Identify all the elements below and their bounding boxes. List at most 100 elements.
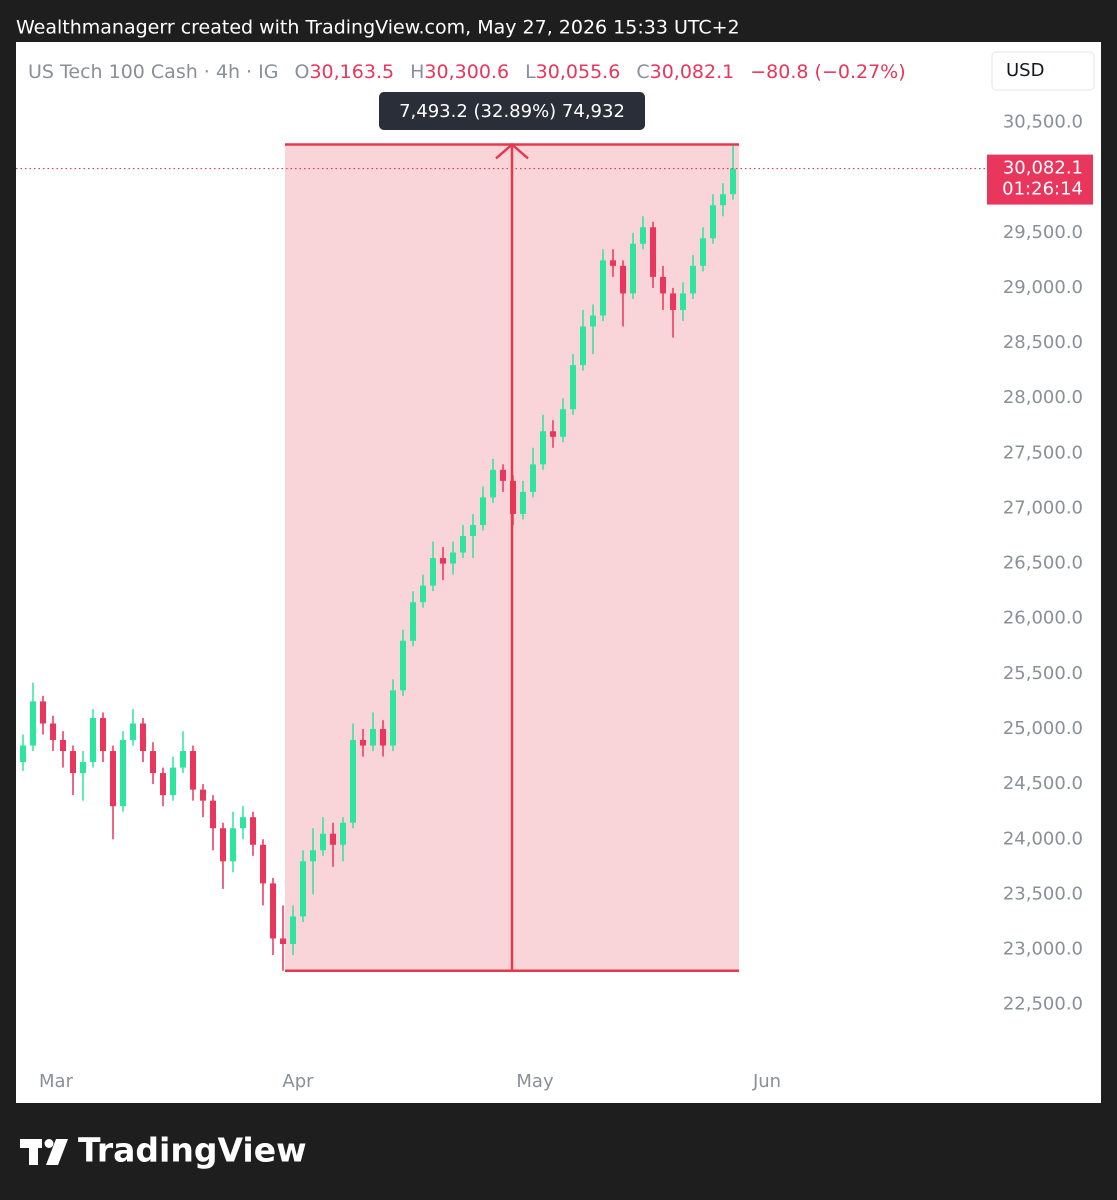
- candle-body: [70, 751, 76, 774]
- candle-body: [310, 850, 316, 862]
- candle-body: [250, 817, 256, 845]
- candle-body: [490, 469, 496, 498]
- logo: [20, 1139, 68, 1165]
- candle-body: [610, 260, 616, 266]
- candle-body: [200, 789, 206, 801]
- credit: Wealthmanagerr created with TradingView.…: [16, 17, 740, 39]
- last-price-box: [987, 154, 1093, 205]
- legend-value: 30,163.5: [309, 61, 394, 83]
- candle-body: [110, 751, 116, 807]
- countdown: 01:26:14: [1002, 179, 1083, 200]
- candle-body: [190, 751, 196, 790]
- candle-body: [530, 464, 536, 492]
- candle-body: [430, 558, 436, 586]
- candle-body: [660, 276, 666, 294]
- candle-body: [290, 916, 296, 945]
- candle-body: [120, 740, 126, 807]
- currency-button[interactable]: [991, 51, 1095, 91]
- candle-body: [30, 701, 36, 746]
- y-tick-label: 30,500.0: [1003, 111, 1083, 132]
- legend-value: 30,055.6: [536, 61, 621, 83]
- chart-title: US Tech 100 Cash · 4h · IG: [28, 61, 278, 83]
- candle-body: [270, 883, 276, 939]
- legend-key: L: [525, 61, 536, 83]
- y-tick-label: 29,000.0: [1003, 277, 1083, 298]
- candle-body: [650, 227, 656, 277]
- candle-body: [570, 365, 576, 410]
- candle-body: [700, 238, 706, 266]
- candle-body: [130, 723, 136, 741]
- candle-body: [50, 723, 56, 741]
- candle-body: [90, 717, 96, 763]
- candle-body: [260, 844, 266, 884]
- measure-label-box: [379, 92, 645, 130]
- candle-body: [240, 817, 246, 829]
- candle-body: [280, 938, 286, 945]
- candle-body: [690, 265, 696, 294]
- brand: TradingView: [78, 1131, 307, 1170]
- legend-key: H: [410, 61, 424, 83]
- candle-body: [330, 833, 336, 845]
- candle-body: [80, 762, 86, 774]
- candle-body: [680, 293, 686, 310]
- y-tick-label: 23,500.0: [1003, 883, 1083, 904]
- candle-body: [620, 265, 626, 294]
- candle-body: [540, 431, 546, 465]
- legend-value: 30,082.1: [650, 61, 735, 83]
- x-tick-label: Jun: [752, 1071, 781, 1092]
- candle-body: [500, 469, 506, 481]
- x-tick-label: Apr: [282, 1071, 314, 1092]
- candle-body: [180, 751, 186, 768]
- y-tick-label: 28,000.0: [1003, 387, 1083, 408]
- y-tick-label: 25,500.0: [1003, 663, 1083, 684]
- legend-key: C: [636, 61, 649, 83]
- legend-value: 30,300.6: [424, 61, 509, 83]
- x-tick-label: May: [516, 1071, 554, 1092]
- candle-body: [640, 227, 646, 244]
- candle-body: [60, 740, 66, 752]
- candle-body: [420, 585, 426, 603]
- candle-body: [300, 861, 306, 917]
- candle-body: [140, 723, 146, 752]
- chart-panel: [16, 42, 1101, 1103]
- candle-body: [210, 800, 216, 829]
- arrow-head: [495, 142, 529, 160]
- y-tick-label: 24,500.0: [1003, 773, 1083, 794]
- plot: [16, 142, 990, 973]
- candle-body: [400, 640, 406, 691]
- y-tick-label: 23,000.0: [1003, 939, 1083, 960]
- candle-body: [550, 431, 556, 437]
- candle-body: [20, 745, 26, 763]
- y-tick-label: 25,000.0: [1003, 718, 1083, 739]
- y-tick-label: 26,000.0: [1003, 608, 1083, 629]
- candle-body: [520, 491, 526, 514]
- candle-body: [170, 767, 176, 796]
- candle-body: [440, 558, 446, 564]
- overlay: 22,500.0 23,000.0 23,500.0 24,000.0 24,500.0…: [39, 92, 1093, 1092]
- candle-body: [630, 243, 636, 294]
- chart-header: US Tech 100 Cash · 4h · IG O30,163.5 H30…: [28, 61, 906, 83]
- candle-body: [590, 315, 596, 327]
- y-tick-label: 26,500.0: [1003, 553, 1083, 574]
- change: −80.8 (−0.27%): [750, 61, 905, 83]
- candle-body: [580, 326, 586, 366]
- currency[interactable]: USD: [1006, 60, 1044, 81]
- y-tick-label: 29,500.0: [1003, 222, 1083, 243]
- candle-body: [720, 194, 726, 206]
- candle-body: [160, 773, 166, 796]
- y-tick-label: 27,000.0: [1003, 497, 1083, 518]
- candle-body: [40, 701, 46, 724]
- last-price-label: 30,082.1: [1003, 158, 1083, 179]
- x-tick-label: Mar: [39, 1071, 74, 1092]
- y-tick-label: 22,500.0: [1003, 994, 1083, 1015]
- candle-body: [670, 293, 676, 310]
- candle-body: [470, 524, 476, 537]
- candle-body: [380, 728, 386, 746]
- legend-key: O: [295, 61, 310, 83]
- candle-body: [360, 740, 366, 746]
- candle-body: [450, 552, 456, 564]
- candle-body: [320, 833, 326, 851]
- candle-body: [730, 168, 736, 195]
- candle-body: [460, 536, 466, 553]
